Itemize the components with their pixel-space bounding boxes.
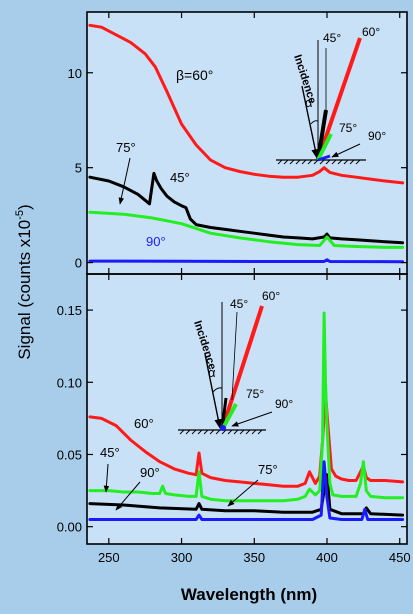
bottom-inset-ray-60 <box>220 305 264 431</box>
top-label-45: 45° <box>170 170 190 185</box>
top-inset-alpha-arc <box>310 120 319 125</box>
top-inset-ray-90 <box>317 154 331 162</box>
xtick-label: 450 <box>389 550 411 565</box>
bottom-ytick-label: 0.10 <box>57 375 82 390</box>
bottom-label-90: 90° <box>140 465 160 480</box>
bottom-inset-label-75: 75° <box>246 387 264 401</box>
xtick-label: 350 <box>243 550 265 565</box>
top-series-group <box>88 23 405 264</box>
bottom-ytick-label: 0.00 <box>57 520 82 535</box>
top-inset-ray-45 <box>316 109 328 161</box>
xtick-label: 250 <box>98 550 120 565</box>
top-inset-label-45: 45° <box>323 31 341 45</box>
y-axis-label: Signal (counts x10-5) <box>14 204 34 359</box>
top-inset-arrow-90 <box>331 143 361 158</box>
bottom-ytick-label: 0.05 <box>57 447 82 462</box>
bottom-inset-hatch <box>179 429 263 435</box>
top-label-90: 90° <box>146 234 166 249</box>
bottom-inset-arrow-90 <box>231 411 273 427</box>
bottom-series-75-line <box>88 311 405 503</box>
top-inset-label-75: 75° <box>339 121 357 135</box>
bottom-arrow-45 <box>103 463 110 493</box>
top-inset-ray-75 <box>316 133 333 161</box>
bottom-label-75: 75° <box>258 462 278 477</box>
bottom-arrow-75 <box>227 479 259 507</box>
top-series-45-line <box>88 171 405 245</box>
top-inset-hatch <box>277 159 361 165</box>
top-beta-annotation: β=60° <box>176 67 213 83</box>
bottom-panel-bg <box>87 274 407 544</box>
bottom-inset-dot-90 <box>220 425 226 431</box>
bottom-inset-geometry: Incidence α 45° 60° 75° 90° <box>178 289 293 435</box>
bottom-arrow-90 <box>115 481 141 511</box>
bottom-inset-pointer-45 <box>231 311 238 401</box>
top-ytick-label: 5 <box>75 161 82 176</box>
top-inset-ray-60 <box>316 37 362 161</box>
x-axis-label: Wavelength (nm) <box>181 585 317 604</box>
bottom-inset-alpha-arc <box>212 387 223 393</box>
top-arrow-75 <box>118 157 131 205</box>
bottom-series-group <box>88 311 405 521</box>
top-ytick-label: 10 <box>68 66 82 81</box>
axis-ticks: 0 5 10 0.00 0.05 0.10 0.15 250 300 350 400 450 <box>57 12 411 565</box>
bottom-label-60: 60° <box>134 416 154 431</box>
bottom-inset-label-90: 90° <box>275 397 293 411</box>
bottom-inset-label-60: 60° <box>262 289 280 303</box>
top-inset-alpha-label: α <box>305 95 313 110</box>
bottom-inset-label-45: 45° <box>230 297 248 311</box>
bottom-inset-incidence-arrow <box>204 353 223 429</box>
y-axis-label-main: Signal (counts x10 <box>15 220 34 360</box>
y-axis-label-close: ) <box>15 204 34 210</box>
xtick-label: 300 <box>171 550 193 565</box>
bottom-inset-alpha-label: α <box>208 365 216 380</box>
bottom-ytick-label: 0.15 <box>57 303 82 318</box>
bottom-series-60-line <box>88 392 405 488</box>
bottom-label-45: 45° <box>100 445 120 460</box>
xtick-label: 400 <box>316 550 338 565</box>
top-series-60-line <box>88 23 405 185</box>
top-inset-label-90: 90° <box>368 129 386 143</box>
bottom-panel-frame <box>86 273 408 545</box>
top-label-75: 75° <box>116 140 136 155</box>
y-axis-label-exponent: -5 <box>14 210 26 220</box>
top-inset-incidence-arrow <box>301 85 320 159</box>
top-ytick-label: 0 <box>75 256 82 271</box>
top-series-90-line <box>88 258 405 264</box>
top-inset-label-60: 60° <box>362 25 380 39</box>
bottom-series-90-line <box>88 460 405 521</box>
top-series-75-line <box>88 210 405 249</box>
